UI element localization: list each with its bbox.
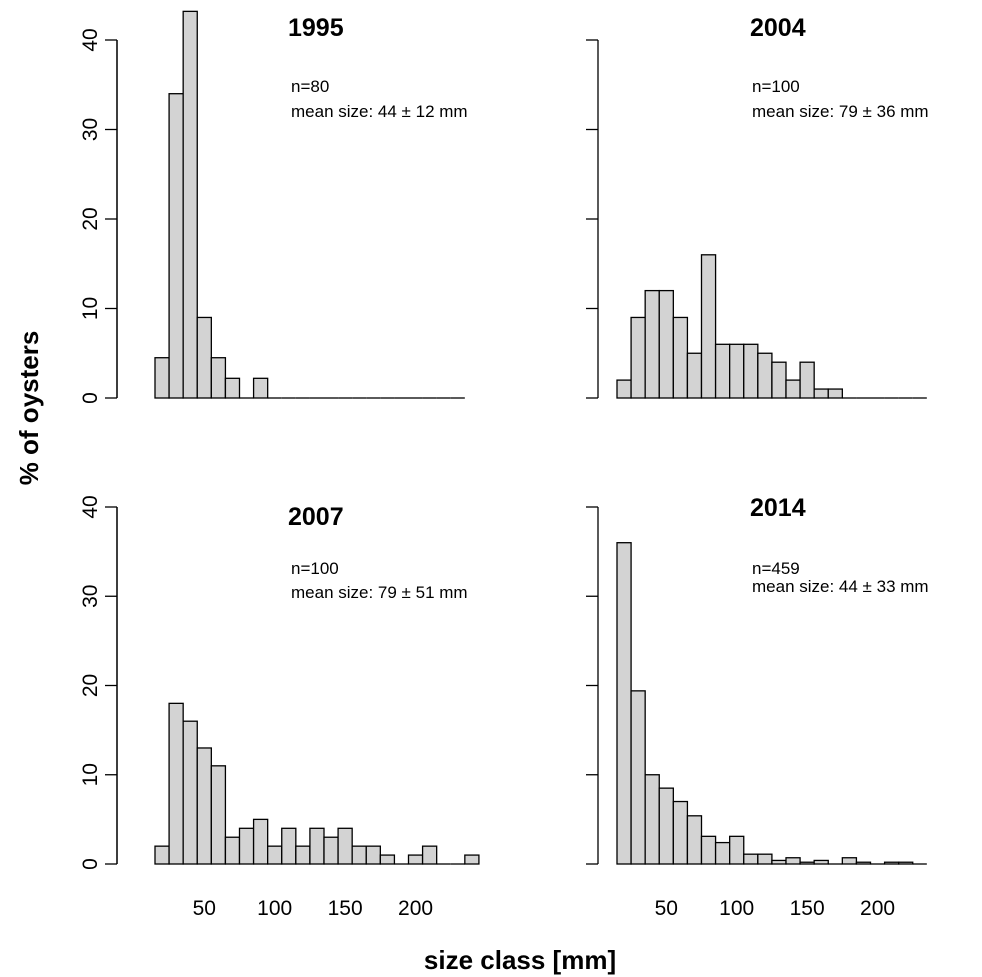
bar — [799, 361, 815, 399]
bar — [337, 827, 353, 865]
y-tick-label: 30 — [79, 585, 102, 608]
mean-size-label: mean size: 79 ± 51 mm — [291, 583, 468, 602]
panel-2007: 0 10 20 30 40 50 100 150 200 2007 n=100 mean size: … — [79, 495, 480, 920]
sample-size-label: n=459 — [752, 559, 800, 578]
x-tick-label: 150 — [328, 897, 363, 920]
bar — [182, 10, 198, 399]
bar — [672, 800, 689, 865]
bar — [686, 352, 703, 399]
bar — [883, 861, 900, 865]
bar — [785, 379, 801, 399]
bar — [898, 861, 914, 865]
x-tick-label: 50 — [655, 897, 678, 920]
bar — [700, 835, 717, 865]
bar — [644, 774, 660, 865]
bar — [771, 361, 787, 399]
bar — [267, 845, 283, 865]
y-tick-label: 20 — [79, 674, 102, 697]
bar — [379, 854, 396, 865]
bar — [407, 854, 424, 865]
bar — [154, 357, 170, 399]
bar — [855, 861, 872, 865]
bar — [771, 859, 787, 865]
bar — [309, 827, 325, 865]
panel-title: 2004 — [750, 14, 806, 42]
bar — [630, 690, 646, 865]
mean-size-label: mean size: 79 ± 36 mm — [752, 102, 929, 121]
mean-size-label: mean size: 44 ± 12 mm — [291, 102, 468, 121]
x-tick-label: 100 — [257, 897, 292, 920]
bar — [323, 836, 339, 865]
bar — [252, 377, 269, 399]
y-tick-label: 0 — [79, 858, 102, 870]
bar — [714, 343, 731, 399]
bar — [658, 289, 674, 399]
x-tick-label: 200 — [398, 897, 433, 920]
bar — [714, 841, 731, 865]
bar — [658, 787, 674, 865]
bar — [616, 379, 632, 399]
bar — [224, 377, 241, 399]
bar — [210, 765, 227, 865]
bar — [757, 853, 773, 865]
bar — [168, 93, 184, 399]
x-tick-label: 200 — [860, 897, 895, 920]
bar — [154, 845, 170, 865]
panel-1995: 0 10 20 30 40 1995 n=80 mean size: 44 ± 12 mm — [79, 10, 468, 404]
y-tick-label: 40 — [79, 495, 102, 518]
x-tick-label: 100 — [719, 897, 754, 920]
bar — [196, 316, 212, 399]
bar — [827, 388, 843, 399]
y-axis-title: % of oysters — [14, 331, 44, 486]
sample-size-label: n=80 — [291, 77, 329, 96]
bar — [785, 857, 801, 865]
bar — [238, 827, 255, 865]
panel-2004: 2004 n=100 mean size: 79 ± 36 mm — [116, 14, 929, 399]
sample-size-label: n=100 — [291, 559, 339, 578]
bar — [729, 835, 745, 865]
bar — [729, 343, 745, 399]
bar — [168, 702, 184, 865]
x-axis-title: size class [mm] — [424, 945, 616, 975]
bar — [295, 845, 311, 865]
bar — [813, 859, 829, 865]
y-tick-label: 10 — [79, 763, 102, 786]
bar — [743, 853, 759, 865]
bar — [464, 854, 480, 865]
sample-size-label: n=100 — [752, 77, 800, 96]
bar — [841, 857, 858, 865]
y-tick-label: 40 — [79, 28, 102, 51]
bar — [644, 289, 660, 399]
bar — [365, 845, 381, 865]
bar — [813, 388, 829, 399]
mean-size-label: mean size: 44 ± 33 mm — [752, 577, 929, 596]
bar — [196, 747, 212, 865]
y-tick-label: 30 — [79, 118, 102, 141]
x-tick-label: 150 — [790, 897, 825, 920]
bar — [421, 845, 438, 865]
panel-title: 2007 — [288, 503, 344, 531]
bar — [351, 845, 367, 865]
bar — [757, 352, 773, 399]
x-tick-label: 50 — [193, 897, 216, 920]
bar — [210, 357, 227, 399]
bar — [630, 316, 646, 399]
bar — [182, 720, 198, 865]
panel-title: 1995 — [288, 14, 344, 42]
bar — [224, 836, 241, 865]
panel-title: 2014 — [750, 494, 806, 522]
bar — [281, 827, 297, 865]
y-tick-label: 0 — [79, 392, 102, 404]
bar — [700, 254, 717, 399]
bar — [799, 861, 815, 865]
y-tick-label: 20 — [79, 207, 102, 230]
bar — [252, 818, 269, 865]
y-tick-label: 10 — [79, 297, 102, 320]
bar — [743, 343, 759, 399]
bar — [686, 815, 703, 865]
bar — [672, 316, 689, 399]
bar — [616, 542, 632, 865]
